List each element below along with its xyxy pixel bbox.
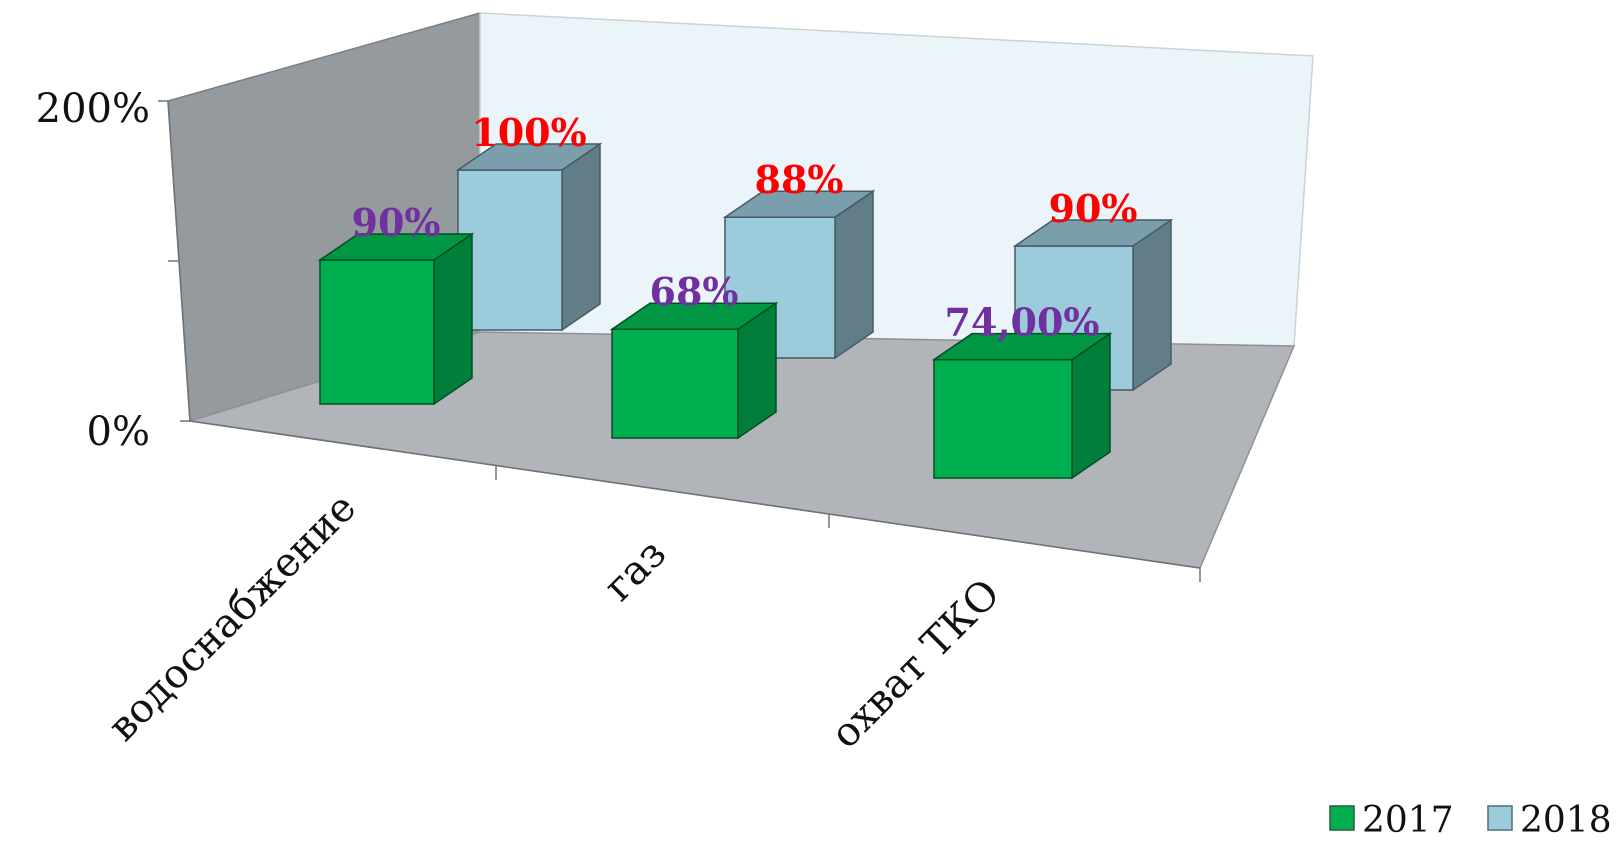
bar-2017-2 [609, 301, 779, 440]
bar-top [1012, 219, 1174, 247]
bar-top [455, 143, 603, 171]
bar-front [611, 328, 739, 439]
bar-front [933, 358, 1073, 479]
bar-front [319, 259, 435, 405]
bar-top [931, 332, 1113, 361]
category-label-3: охват ТКО [822, 571, 1009, 758]
legend-swatch-2018 [1487, 805, 1513, 831]
value-labels-group: 100% 88% 90% 90% 68% 74,00% [352, 110, 1138, 345]
bar-front [457, 169, 563, 331]
bar-top [722, 190, 876, 218]
bar-side [433, 232, 473, 406]
category-label-1: водоснабжение [99, 485, 365, 751]
value-label-2017-1: 90% [352, 200, 441, 245]
bar-2017-3 [931, 332, 1113, 480]
bars-group [317, 142, 1174, 480]
bar-side [561, 142, 601, 332]
y-tick-label-top: 200% [36, 86, 150, 132]
bar-2018-1 [455, 142, 603, 332]
value-label-2018-3: 90% [1049, 186, 1138, 231]
category-label-2: газ [595, 531, 675, 611]
bar-top [317, 233, 475, 261]
bar-top [609, 302, 779, 330]
value-label-2017-3: 74,00% [944, 300, 1099, 345]
value-label-2018-2: 88% [755, 157, 844, 202]
bar-2017-1 [317, 232, 475, 406]
bar-side [1132, 218, 1172, 392]
back-wall [479, 12, 1314, 347]
value-label-2017-2: 68% [650, 269, 739, 314]
y-axis-line [167, 100, 191, 422]
legend-label-2018: 2018 [1520, 800, 1612, 841]
legend: 2017 2018 [1329, 800, 1612, 841]
bar-side [834, 189, 874, 360]
legend-swatch-2017 [1329, 805, 1355, 831]
y-tick-label-bottom: 0% [87, 409, 150, 455]
value-label-2018-1: 100% [471, 110, 586, 155]
x-axis-line [189, 420, 1201, 569]
legend-label-2017: 2017 [1362, 800, 1454, 841]
